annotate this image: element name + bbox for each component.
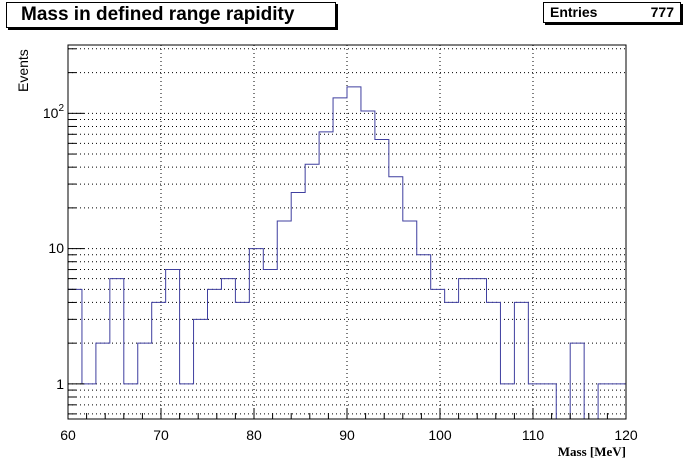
x-tick-label-90: 90: [339, 427, 355, 443]
grid: [68, 45, 626, 419]
x-tick-label-110: 110: [522, 427, 545, 443]
entries-value: 777: [650, 4, 674, 20]
x-tick-labels: 60 70 80 90 100 110 120: [60, 427, 638, 443]
y-tick-labels: 1 10 102: [43, 103, 65, 392]
x-axis-label: Mass [MeV]: [558, 444, 626, 459]
x-tick-label-120: 120: [614, 427, 638, 443]
x-tick-label-60: 60: [60, 427, 76, 443]
x-tick-label-100: 100: [428, 427, 452, 443]
y-axis-label: Events: [15, 49, 31, 92]
axis-ticks: [67, 48, 627, 419]
x-tick-label-80: 80: [246, 427, 262, 443]
entries-label: Entries: [550, 4, 598, 20]
chart-title-box: Mass in defined range rapidity: [6, 2, 336, 28]
stats-box: Entries 777: [543, 2, 681, 23]
y-tick-label-100: 102: [43, 103, 65, 121]
y-tick-label-1: 1: [56, 376, 64, 392]
x-tick-label-70: 70: [153, 427, 169, 443]
chart-title: Mass in defined range rapidity: [21, 4, 295, 25]
y-tick-label-10: 10: [48, 240, 64, 256]
